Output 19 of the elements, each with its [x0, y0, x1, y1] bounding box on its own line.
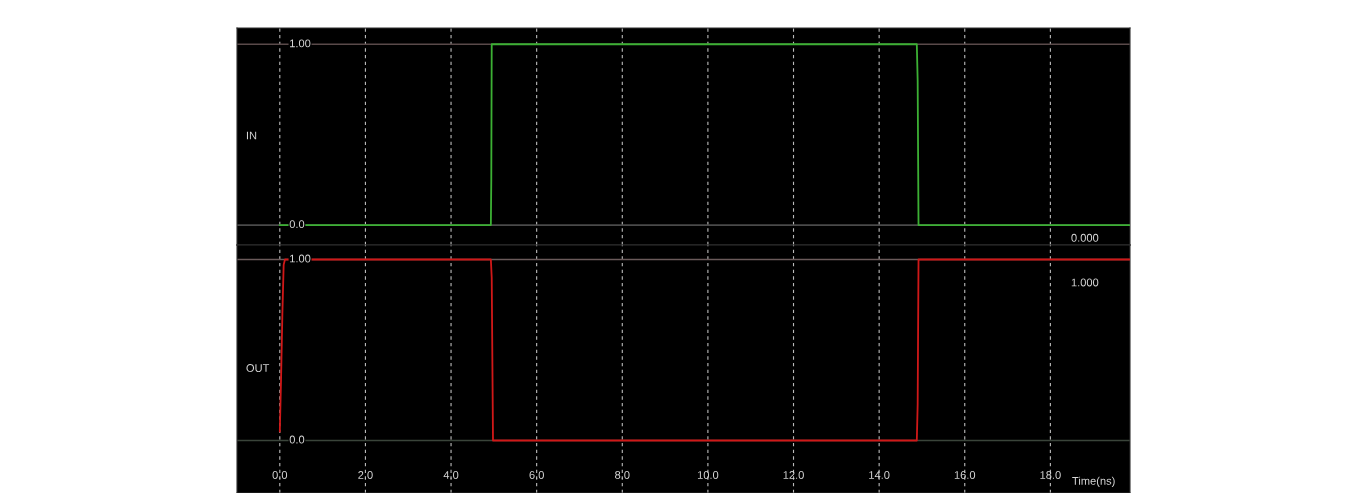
ref-line-label: 1.00	[290, 39, 311, 48]
y-axis-title: IN	[246, 131, 257, 140]
x-tick-label: 0.0	[272, 471, 288, 479]
x-tick-label: 2.0	[358, 471, 373, 479]
annotation: 1.000	[1071, 278, 1099, 287]
ref-line-label: 0.0	[289, 435, 305, 444]
ref-line-label: 1.00	[290, 254, 311, 263]
ref-line-label: 0.0	[289, 220, 305, 229]
x-tick-label: 10.0	[697, 471, 719, 479]
x-tick-label: 14.0	[869, 471, 890, 479]
x-tick-label: 16.0	[954, 471, 976, 479]
y-axis-title: OUT	[246, 364, 270, 372]
annotation: 0.000	[1071, 233, 1099, 242]
x-tick-label: 12.0	[783, 471, 804, 479]
x-axis-title: Time(ns)	[1072, 476, 1115, 488]
x-tick-label: 6.0	[529, 471, 544, 479]
x-tick-label: 8.0	[615, 471, 630, 479]
x-tick-label: 4.0	[443, 471, 459, 479]
x-tick-label: 18.0	[1040, 471, 1061, 479]
